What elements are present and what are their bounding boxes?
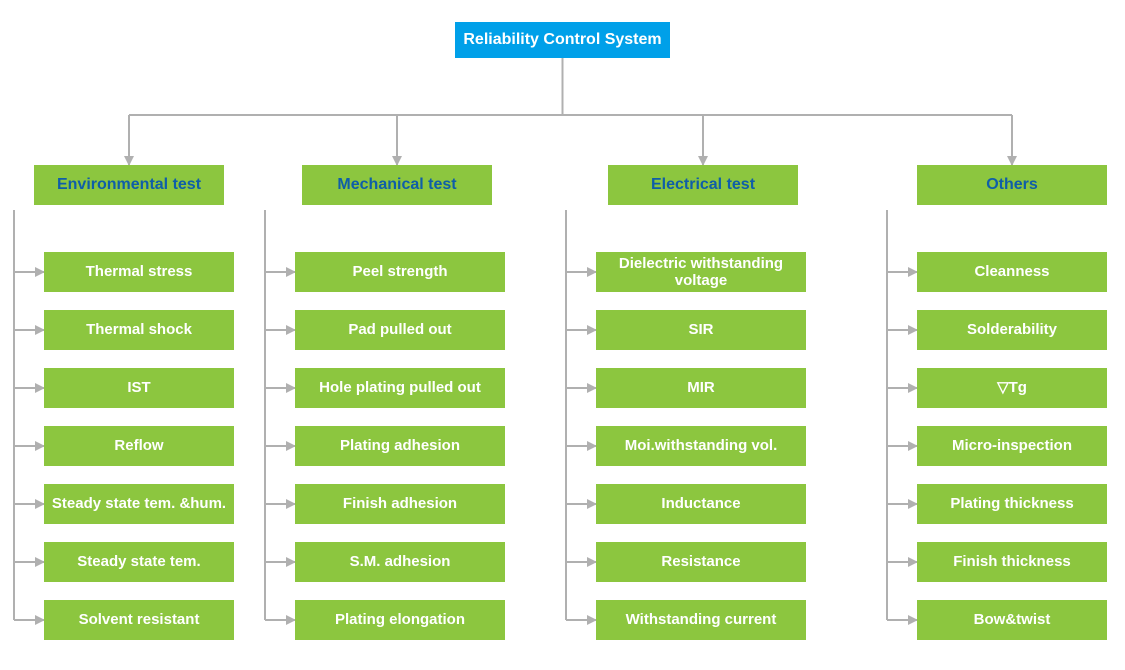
item-electrical-1: SIR (596, 310, 806, 350)
item-environmental-6: Solvent resistant (44, 600, 234, 640)
item-others-0: Cleanness (917, 252, 1107, 292)
item-others-2: ▽Tg (917, 368, 1107, 408)
item-environmental-5: Steady state tem. (44, 542, 234, 582)
root-box: Reliability Control System (455, 22, 670, 58)
item-environmental-0: Thermal stress (44, 252, 234, 292)
item-others-6: Bow&twist (917, 600, 1107, 640)
item-others-1: Solderability (917, 310, 1107, 350)
item-mechanical-5: S.M. adhesion (295, 542, 505, 582)
item-environmental-2: IST (44, 368, 234, 408)
item-mechanical-3: Plating adhesion (295, 426, 505, 466)
category-environmental: Environmental test (34, 165, 224, 205)
item-mechanical-2: Hole plating pulled out (295, 368, 505, 408)
item-environmental-3: Reflow (44, 426, 234, 466)
item-others-5: Finish thickness (917, 542, 1107, 582)
item-mechanical-0: Peel strength (295, 252, 505, 292)
item-environmental-1: Thermal shock (44, 310, 234, 350)
item-mechanical-4: Finish adhesion (295, 484, 505, 524)
item-electrical-2: MIR (596, 368, 806, 408)
category-others: Others (917, 165, 1107, 205)
item-others-3: Micro-inspection (917, 426, 1107, 466)
item-electrical-4: Inductance (596, 484, 806, 524)
item-mechanical-6: Plating elongation (295, 600, 505, 640)
item-electrical-3: Moi.withstanding vol. (596, 426, 806, 466)
item-electrical-0: Dielectric withstanding voltage (596, 252, 806, 292)
category-electrical: Electrical test (608, 165, 798, 205)
category-mechanical: Mechanical test (302, 165, 492, 205)
item-electrical-6: Withstanding current (596, 600, 806, 640)
item-mechanical-1: Pad pulled out (295, 310, 505, 350)
item-environmental-4: Steady state tem. &hum. (44, 484, 234, 524)
item-electrical-5: Resistance (596, 542, 806, 582)
item-others-4: Plating thickness (917, 484, 1107, 524)
